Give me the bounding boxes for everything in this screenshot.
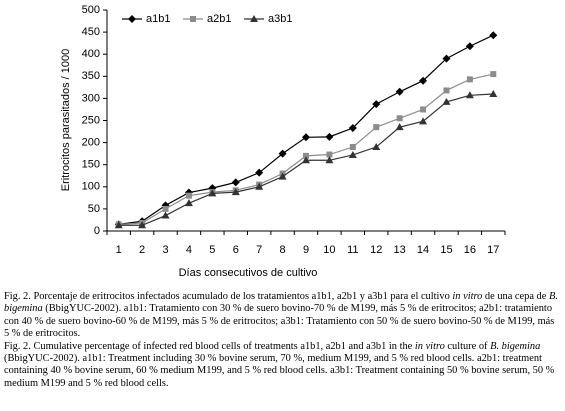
caption-text: (BbigYUC-2002). a1b1: Treatment includin…: [4, 353, 555, 389]
x-tick-label: 15: [440, 244, 452, 256]
marker: [372, 143, 381, 151]
caption-text: in vitro: [414, 340, 445, 352]
x-axis-label: Días consecutivos de cultivo: [179, 267, 318, 279]
marker: [302, 133, 310, 142]
caption-text: in vitro: [452, 291, 483, 302]
marker: [465, 91, 474, 99]
marker: [489, 89, 498, 97]
y-tick-label: 400: [82, 48, 100, 60]
caption-paragraph: Fig. 2. Porcentaje de eritrocitos infect…: [4, 291, 562, 341]
x-tick-label: 4: [186, 244, 192, 256]
chart: Días consecutivos de cultivo Eritrocitos…: [60, 4, 506, 279]
marker: [395, 123, 404, 131]
x-tick-label: 3: [162, 244, 168, 256]
x-tick-label: 2: [139, 244, 145, 256]
x-tick-label: 8: [280, 244, 286, 256]
x-tick-label: 13: [394, 244, 406, 256]
marker: [278, 149, 287, 158]
marker: [208, 189, 217, 197]
marker: [162, 205, 169, 212]
marker: [325, 156, 334, 164]
marker: [114, 221, 123, 229]
caption-text: Fig. 2. Cumulative percentage of infecte…: [4, 340, 415, 352]
caption-text: culture of: [444, 340, 491, 352]
marker: [190, 16, 196, 22]
legend-label: a2b1: [207, 13, 231, 25]
marker: [231, 178, 240, 187]
x-tick-label: 14: [417, 244, 429, 256]
series-line: [118, 34, 494, 225]
legend-label: a3b1: [268, 13, 292, 25]
legend-label: a1b1: [146, 13, 170, 25]
x-tick-label: 6: [233, 244, 239, 256]
marker: [231, 188, 240, 196]
marker: [419, 76, 428, 85]
y-tick-label: 0: [94, 225, 100, 237]
series-line: [118, 73, 494, 225]
marker: [373, 124, 380, 131]
caption: Fig. 2. Porcentaje de eritrocitos infect…: [4, 291, 562, 390]
y-tick-label: 450: [82, 26, 100, 38]
x-tick-label: 1: [116, 244, 122, 256]
marker: [443, 87, 450, 94]
marker: [348, 124, 357, 133]
y-tick-label: 100: [82, 181, 100, 193]
y-tick-label: 200: [82, 137, 100, 149]
marker: [255, 168, 264, 177]
marker: [420, 106, 427, 113]
y-axis-label: Eritrocitos parasitados / 1000: [60, 49, 72, 191]
x-tick-label: 11: [347, 244, 358, 256]
marker: [128, 15, 136, 23]
marker: [442, 97, 451, 105]
caption-paragraph: Fig. 2. Cumulative percentage of infecte…: [4, 341, 562, 391]
x-tick-label: 12: [370, 244, 382, 256]
marker: [442, 54, 451, 63]
caption-text: de una cepa de: [482, 291, 549, 302]
marker: [278, 172, 287, 180]
marker: [348, 150, 357, 158]
marker: [326, 151, 333, 158]
marker: [325, 132, 334, 141]
marker: [465, 42, 474, 51]
y-tick-label: 350: [82, 70, 100, 82]
x-tick-label: 10: [323, 244, 335, 256]
x-tick-label: 7: [256, 244, 262, 256]
marker: [255, 182, 264, 190]
marker: [161, 211, 170, 219]
caption-text: Fig. 2. Porcentaje de eritrocitos infect…: [4, 291, 453, 302]
marker: [185, 192, 192, 199]
marker: [184, 199, 193, 207]
marker: [302, 156, 310, 164]
marker: [396, 115, 403, 122]
y-tick-label: 500: [82, 4, 100, 16]
marker: [489, 31, 498, 40]
marker: [395, 87, 404, 96]
caption-text: B. bigemina: [490, 340, 541, 352]
marker: [303, 152, 309, 159]
x-tick-label: 9: [303, 244, 309, 256]
caption-text: (BbigYUC-2002). a1b1: Tratamiento con 30…: [4, 303, 555, 340]
marker: [372, 100, 381, 109]
x-tick-label: 5: [209, 244, 215, 256]
caption-text: B. bigemina: [4, 291, 558, 315]
x-tick-label: 16: [464, 244, 476, 256]
y-tick-label: 50: [88, 203, 100, 215]
marker: [419, 117, 428, 125]
marker: [250, 15, 258, 22]
marker: [466, 76, 473, 83]
x-tick-label: 17: [487, 244, 499, 256]
y-tick-label: 300: [82, 92, 100, 104]
marker: [349, 144, 356, 151]
marker: [138, 221, 147, 229]
y-tick-label: 150: [82, 159, 100, 171]
marker: [490, 71, 497, 78]
y-tick-label: 250: [82, 114, 100, 126]
